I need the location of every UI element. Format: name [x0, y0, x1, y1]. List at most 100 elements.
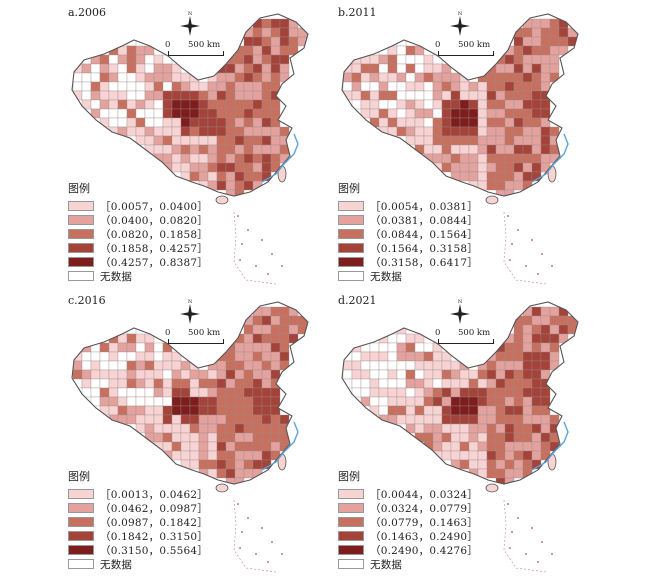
region-cell: [522, 441, 533, 452]
region-cell: [513, 126, 524, 137]
region-cell: [405, 396, 416, 407]
region-cell: [99, 72, 110, 83]
region-cell: [126, 369, 137, 380]
region-cell: [369, 108, 380, 119]
region-cell: [522, 414, 533, 425]
region-cell: [513, 90, 524, 101]
region-cell: [216, 72, 227, 83]
region-cell: [441, 441, 452, 452]
region-cell: [486, 405, 497, 416]
region-cell: [279, 27, 290, 38]
region-cell: [90, 81, 101, 92]
region-cell: [99, 108, 110, 119]
region-cell: [243, 162, 254, 173]
island-dot: [267, 273, 269, 275]
region-cell: [549, 414, 560, 425]
region-cell: [270, 315, 281, 326]
region-cell: [108, 333, 119, 344]
region-cell: [477, 459, 488, 470]
region-cell: [486, 432, 497, 443]
legend-label: （0.1564，0.3158］: [370, 242, 478, 255]
region-cell: [198, 126, 209, 137]
region-cell: [162, 387, 173, 398]
region-cell: [252, 351, 263, 362]
region-cell: [486, 468, 497, 479]
region-cell: [171, 378, 182, 389]
legend-item: ［0.0054，0.0381］: [338, 199, 478, 213]
region-cell: [189, 387, 200, 398]
choropleth-map: [341, 301, 579, 573]
region-cell: [162, 126, 173, 137]
region-cell: [171, 423, 182, 434]
island-dot: [247, 517, 249, 519]
legend-label: ［0.0044，0.0324］: [370, 488, 478, 501]
legend: 图例 ［0.0013，0.0462］ （0.0462，0.0987］ （0.0987，…: [68, 468, 208, 571]
region-cell: [414, 81, 425, 92]
region-cell: [549, 27, 560, 38]
region-cell: [549, 351, 560, 362]
region-cell: [252, 126, 263, 137]
coastline: [531, 421, 569, 471]
region-cell: [477, 162, 488, 173]
region-cell: [396, 378, 407, 389]
region-cell: [441, 99, 452, 110]
north-arrow-icon: N: [180, 299, 200, 324]
region-cell: [378, 333, 389, 344]
region-cell: [513, 324, 524, 335]
region-cell: [531, 405, 542, 416]
region-cell: [153, 387, 164, 398]
region-cell: [252, 135, 263, 146]
island-dot: [517, 229, 519, 231]
region-cell: [81, 378, 92, 389]
region-cell: [126, 342, 137, 353]
region-cell: [423, 405, 434, 416]
region-cell: [261, 117, 272, 128]
region-cell: [459, 117, 470, 128]
region-cell: [144, 117, 155, 128]
region-cell: [369, 72, 380, 83]
region-cell: [459, 414, 470, 425]
country-outline: [71, 301, 309, 485]
region-cell: [261, 324, 272, 335]
region-cell: [558, 36, 569, 47]
region-cell: [243, 126, 254, 137]
island-dot: [537, 273, 539, 275]
legend-swatch: [338, 271, 364, 281]
region-cell: [441, 162, 452, 173]
legend-swatch: [338, 559, 364, 569]
legend-title: 图例: [68, 182, 90, 195]
region-cell: [387, 378, 398, 389]
region-cell: [171, 405, 182, 416]
region-cell: [270, 324, 281, 335]
region-cell: [486, 126, 497, 137]
region-cell: [459, 162, 470, 173]
region-cell: [360, 351, 371, 362]
region-cell: [216, 414, 227, 425]
region-cell: [99, 54, 110, 65]
region-cell: [513, 396, 524, 407]
region-cell: [216, 378, 227, 389]
region-cell: [234, 126, 245, 137]
region-cell: [207, 369, 218, 380]
region-cell: [225, 369, 236, 380]
legend-label: 无数据: [370, 270, 403, 283]
region-cell: [135, 99, 146, 110]
taiwan-island: [277, 453, 287, 471]
region-cell: [144, 99, 155, 110]
legend-item: 无数据: [338, 269, 478, 283]
region-cell: [531, 45, 542, 56]
region-cell: [261, 45, 272, 56]
region-cell: [243, 351, 254, 362]
region-cell: [234, 63, 245, 74]
region-cell: [513, 441, 524, 452]
region-cell: [513, 63, 524, 74]
region-cell: [387, 369, 398, 380]
region-cell: [252, 54, 263, 65]
south-sea-islands: [237, 503, 283, 563]
region-cell: [378, 351, 389, 362]
region-cell: [216, 99, 227, 110]
legend-item: 无数据: [68, 269, 208, 283]
region-cell: [549, 36, 560, 47]
region-cell: [387, 360, 398, 371]
region-cell: [540, 63, 551, 74]
